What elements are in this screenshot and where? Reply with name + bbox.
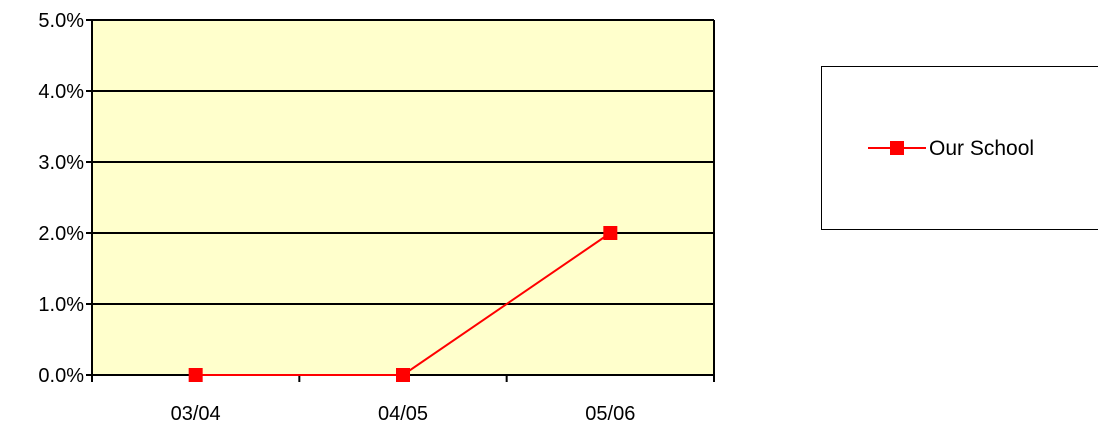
x-tick-label-0: 03/04 [171,403,221,425]
plot-area [86,19,715,382]
x-axis-tick-labels: 03/04 04/05 05/06 [171,403,636,425]
y-tick-label-0: 0.0% [38,365,84,387]
x-tick-label-1: 04/05 [378,403,428,425]
legend-label-our-school: Our School [929,137,1034,160]
data-point-04-05 [396,368,410,382]
data-point-03-04 [188,368,203,382]
y-tick-label-4: 4.0% [38,81,84,103]
y-axis-tick-labels: 0.0% 1.0% 2.0% 3.0% 4.0% 5.0% [38,10,84,387]
y-tick-label-1: 1.0% [38,294,84,316]
legend-marker-square [890,141,904,155]
x-tick-label-2: 05/06 [585,403,635,425]
y-tick-label-5: 5.0% [38,10,84,32]
y-tick-label-2: 2.0% [38,223,84,245]
legend-box [821,66,1098,230]
y-tick-label-3: 3.0% [38,152,84,174]
data-point-05-06 [603,226,618,240]
legend: Our School [821,66,1098,230]
series-our-school [188,226,618,382]
plot-background [92,20,714,375]
